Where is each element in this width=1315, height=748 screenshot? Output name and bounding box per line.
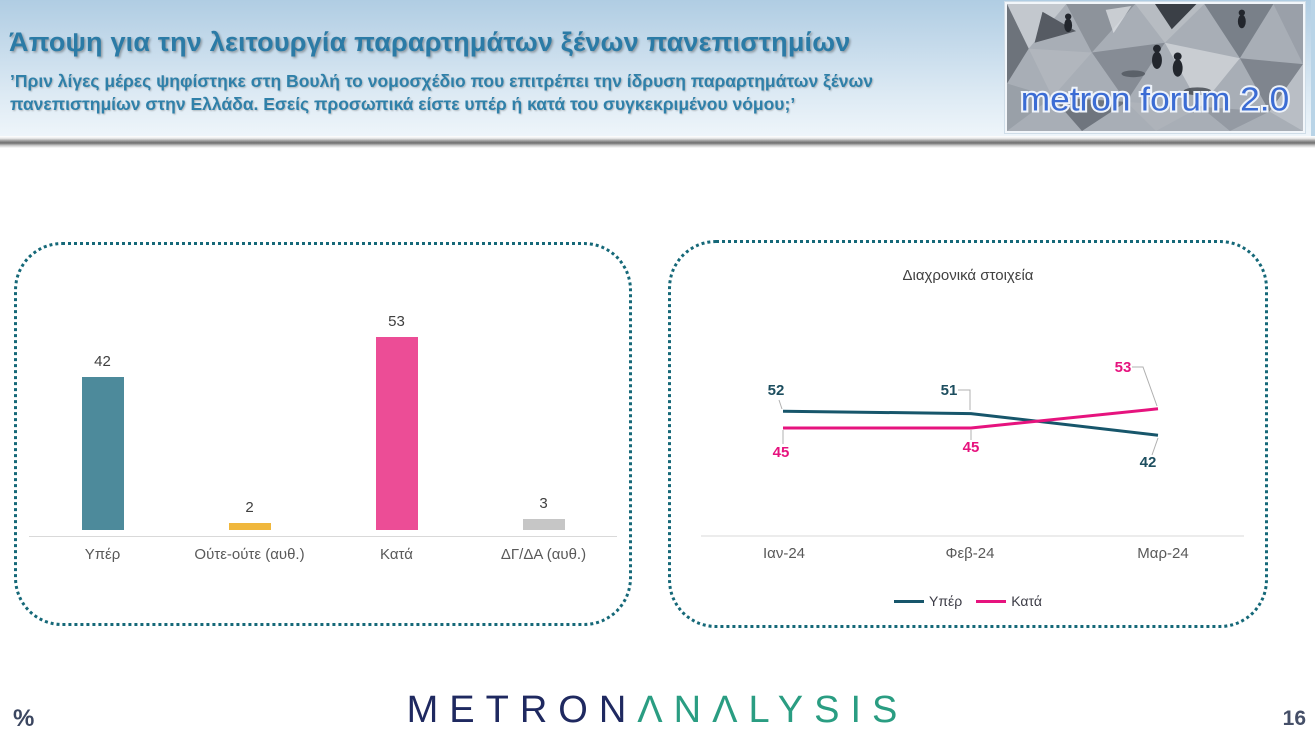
bar-chart-axis-line: [29, 536, 617, 537]
data-point-label: 52: [768, 382, 785, 399]
bar-category-label: ΔΓ/ΔΑ (αυθ.): [500, 546, 587, 563]
bar-column: 3: [470, 495, 617, 530]
bar: [522, 519, 565, 530]
legend-label: Υπέρ: [929, 593, 963, 609]
slide-edge-strip: [1311, 0, 1315, 148]
data-point-label: 45: [773, 444, 790, 461]
bar-category-label: Κατά: [380, 546, 413, 563]
bar-chart-category-labels: Υπέρ Ούτε-ούτε (αυθ.) Κατά ΔΓ/ΔΑ (αυθ.): [29, 546, 617, 563]
x-axis-label: Ιαν-24: [763, 545, 805, 562]
bar-column: 42: [29, 353, 176, 530]
legend-line-swatch: [894, 599, 925, 603]
line-chart-legend: Υπέρ Κατά: [671, 593, 1265, 609]
page-subtitle: ’Πριν λίγες μέρες ψηφίστηκε στη Βουλή το…: [10, 71, 873, 114]
brand-analysis: ΛNΛLYSIS: [637, 689, 909, 731]
legend-item: Κατά: [976, 593, 1042, 609]
bar-column: 53: [323, 313, 470, 530]
label-leader-line: [1151, 437, 1159, 456]
data-point-label: 42: [1140, 454, 1157, 471]
line-chart-title: Διαχρονικά στοιχεία: [902, 267, 1034, 284]
percent-note: %: [13, 705, 35, 732]
page-number: 16: [1282, 707, 1306, 730]
x-axis-label: Φεβ-24: [946, 545, 995, 562]
page-title: Άποψη για την λειτουργία παραρτημάτων ξέ…: [9, 27, 851, 57]
legend-label: Κατά: [1011, 593, 1042, 609]
legend-item: Υπέρ: [894, 593, 962, 609]
data-point-label: 53: [1115, 359, 1132, 376]
bar: [375, 337, 418, 530]
people-silhouettes: [1064, 9, 1246, 96]
data-point-label: 45: [963, 439, 980, 456]
x-axis-label: Μαρ-24: [1137, 545, 1188, 562]
metron-forum-logo: metron forum 2.0: [1005, 2, 1305, 133]
label-leader-line: [778, 399, 783, 410]
bar-category-label: Ούτε-ούτε (αυθ.): [194, 546, 305, 563]
header-divider: [0, 136, 1315, 148]
series-line-Κατά: [783, 407, 1159, 430]
series-line-Υπέρ: [782, 409, 1159, 437]
bar-value-label: 2: [245, 498, 254, 516]
line-chart: Ιαν-24 Φεβ-24 Μαρ-24 52 51 42 45 45 53: [701, 359, 1244, 562]
bar-column: 2: [176, 499, 323, 530]
logo-mosaic-image: metron forum 2.0: [1007, 4, 1303, 131]
data-point-label: 51: [941, 382, 958, 399]
metron-analysis-logo: METRONΛNΛLYSIS: [0, 689, 1315, 732]
legend-line-swatch: [976, 599, 1007, 603]
bar-value-label: 42: [94, 353, 111, 371]
bar-chart: 42 2 53 3: [29, 313, 617, 530]
bar-category-label: Υπέρ: [84, 546, 121, 563]
bar: [228, 522, 271, 530]
bar-value-label: 3: [539, 495, 548, 513]
bar-chart-panel: 42 2 53 3 Υπέρ Ούτε-ούτε (αυθ.) Κατά ΔΓ/ΔΑ (αυ…: [14, 242, 632, 626]
label-leader-line: [1132, 366, 1158, 407]
label-leader-line: [958, 389, 971, 410]
bar-value-label: 53: [388, 313, 405, 331]
header: Άποψη για την λειτουργία παραρτημάτων ξέ…: [0, 0, 1315, 136]
brand-metron: METRON: [406, 689, 638, 731]
line-chart-panel: Διαχρονικά στοιχεία Ιαν-24 Φεβ-24 Μαρ-24 52…: [668, 240, 1268, 628]
bar: [81, 377, 124, 530]
logo-text: metron forum 2.0: [1021, 82, 1289, 119]
